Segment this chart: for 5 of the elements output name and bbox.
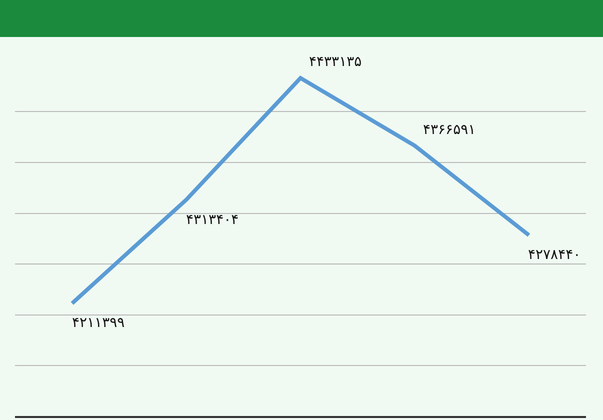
data-label: ۴۲۷۸۴۴۰ (528, 247, 581, 263)
data-label: ۴۳۶۶۵۹۱ (423, 122, 476, 138)
data-label: ۴۳۱۳۴۰۴ (186, 212, 239, 228)
data-label: ۴۴۳۳۱۳۵ (309, 54, 362, 70)
data-label: ۴۲۱۱۳۹۹ (72, 315, 125, 331)
